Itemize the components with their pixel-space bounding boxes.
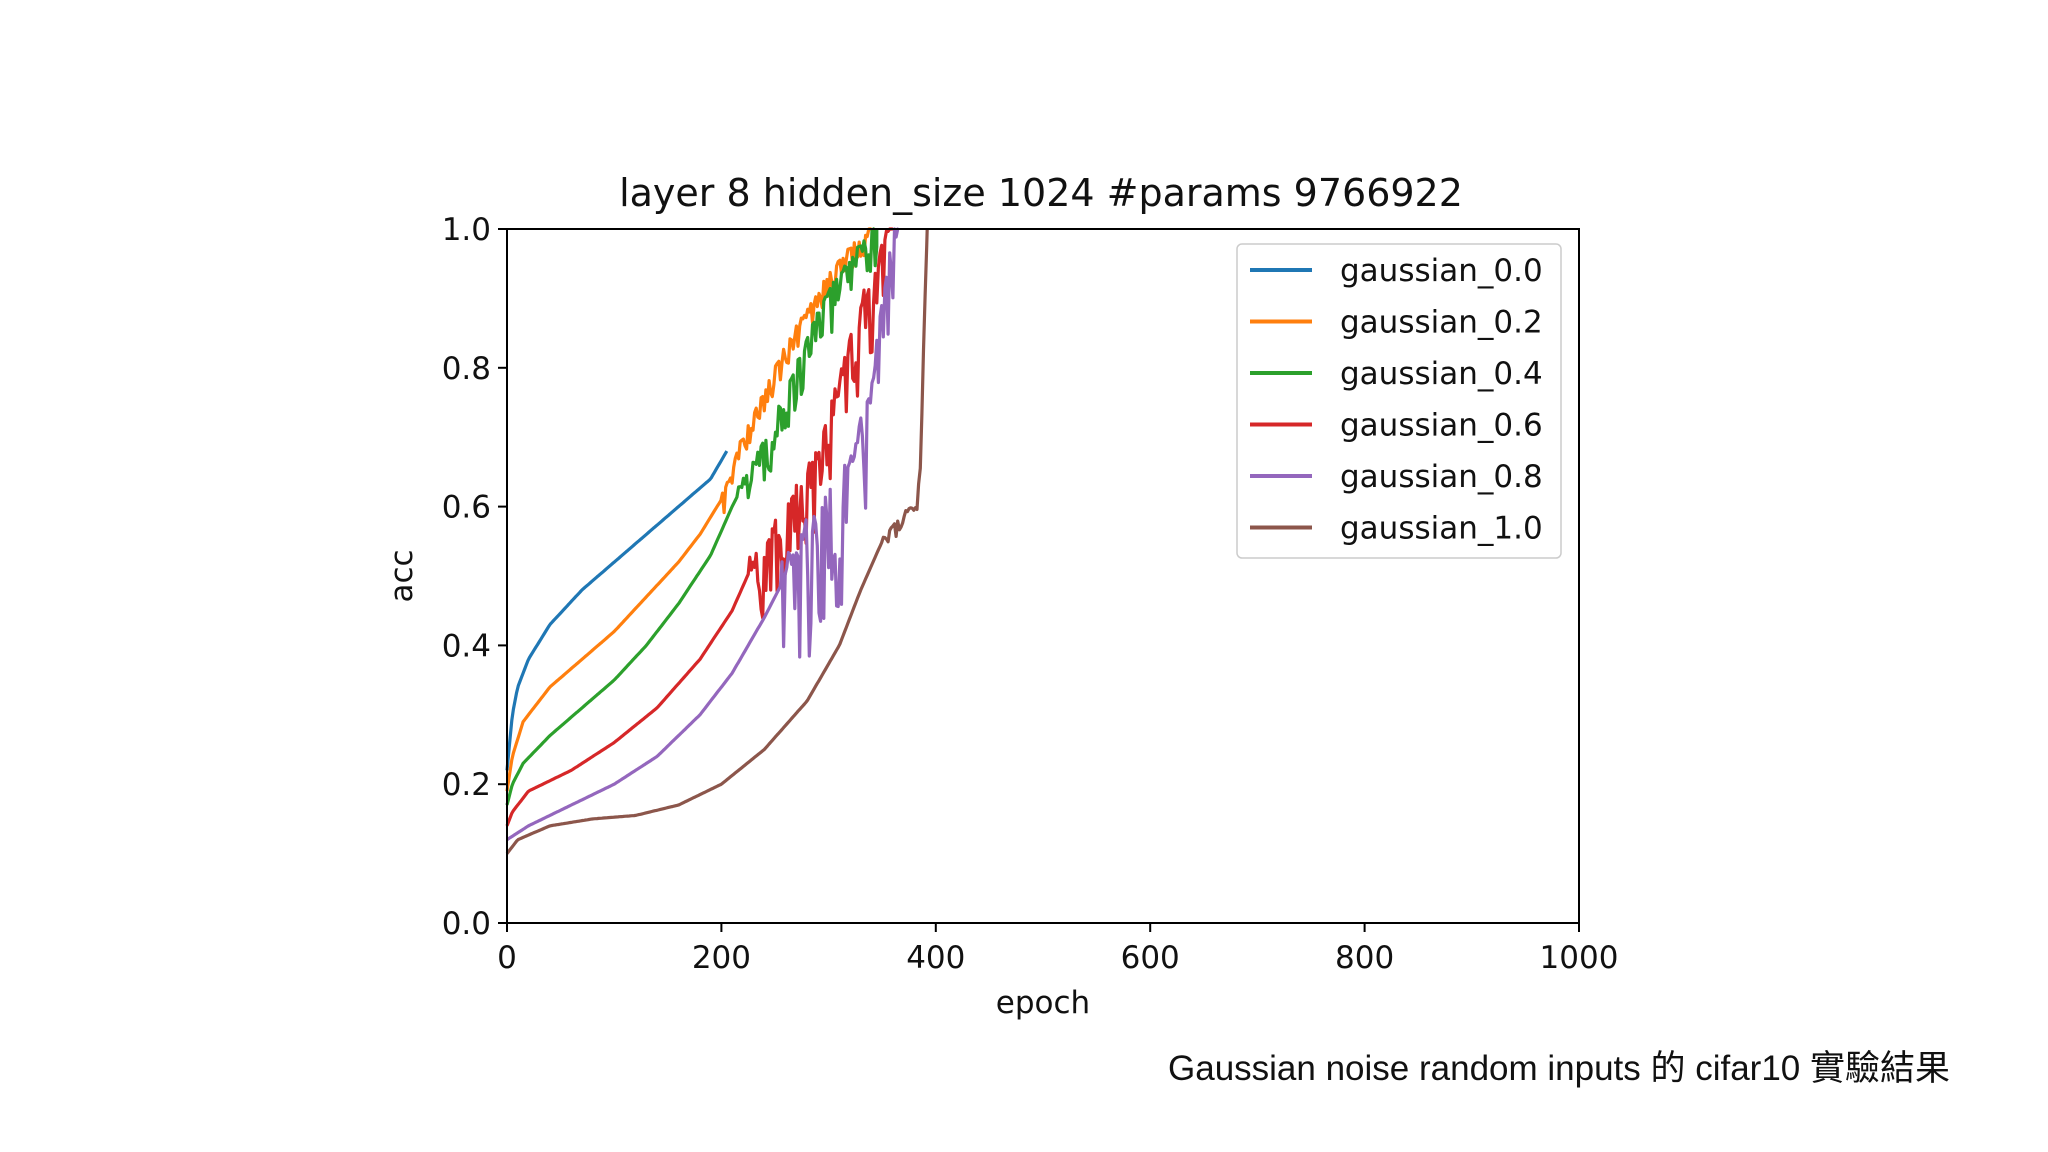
series-line-gaussian-0-2 (505, 227, 872, 792)
plot-frame (506, 228, 1580, 924)
y-axis-ticks: 0.0 0.2 0.4 0.6 0.8 1.0 (442, 212, 507, 942)
legend-label: gaussian_0.6 (1340, 408, 1543, 444)
x-tick-label: 600 (1121, 940, 1180, 976)
y-tick-label: 0.6 (442, 490, 491, 526)
slide-caption: Gaussian noise random inputs 的 cifar10 實… (1168, 1049, 1950, 1088)
x-tick-label: 200 (692, 940, 751, 976)
series-line-gaussian-0-8 (506, 227, 900, 842)
legend: gaussian_0.0 gaussian_0.2 gaussian_0.4gaus… (1236, 243, 1562, 559)
series-line-gaussian-0-6 (505, 227, 893, 827)
x-tick-label: 0 (497, 940, 517, 976)
x-tick-label: 1000 (1540, 940, 1619, 976)
legend-label: gaussian_0.0 (1340, 253, 1543, 289)
y-tick-label: 0.8 (442, 351, 491, 387)
chart-title: layer 8 hidden_size 1024 #params 9766922 (619, 171, 1463, 215)
y-tick-label: 1.0 (442, 212, 491, 248)
series-line-gaussian-1-0 (505, 228, 929, 855)
legend-label: gaussian_0.2 (1340, 305, 1543, 341)
y-tick-label: 0.2 (442, 767, 491, 803)
series-line-gaussian-0-0 (505, 450, 729, 771)
x-axis-label: epoch (996, 985, 1090, 1021)
x-tick-label: 400 (906, 940, 965, 976)
series-lines (505, 227, 929, 855)
y-tick-label: 0.0 (442, 906, 491, 942)
legend-label: gaussian_1.0 (1340, 511, 1543, 547)
x-tick-label: 800 (1335, 940, 1394, 976)
legend-label: gaussian_0.4 (1340, 356, 1543, 392)
legend-box (1236, 243, 1562, 559)
legend-label: gaussian_0.8 (1340, 459, 1543, 495)
y-tick-label: 0.4 (442, 628, 491, 664)
series-line-gaussian-0-4 (505, 227, 879, 806)
y-axis-label: acc (384, 549, 420, 602)
x-axis-ticks: 0 200 400 600 800 1000 (497, 923, 1618, 976)
